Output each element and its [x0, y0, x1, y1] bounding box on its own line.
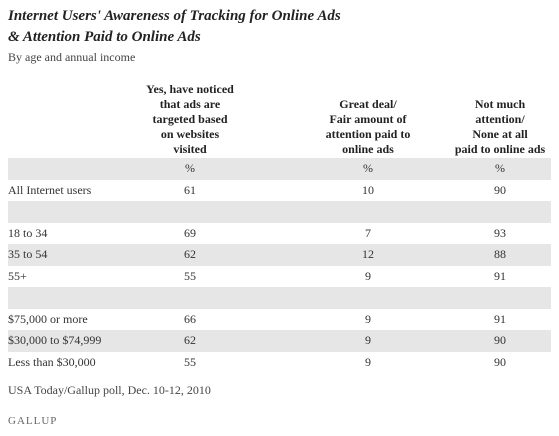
value: 61 [184, 182, 196, 197]
value: 91 [494, 311, 506, 326]
value: 88 [494, 247, 506, 261]
value: 62 [184, 247, 196, 261]
header-line: Yes, have noticed [146, 82, 234, 96]
header-line: Not much [474, 97, 526, 111]
header-line: visited [173, 142, 207, 156]
value: 10 [362, 182, 374, 197]
row-label: $30,000 to $74,999 [8, 333, 102, 347]
row-label: 18 to 34 [8, 225, 48, 240]
row-label: $75,000 or more [8, 311, 88, 326]
value: 7 [365, 225, 371, 240]
table-row: 18 to 34 69 7 93 [8, 223, 551, 245]
header-line: paid to online ads [454, 142, 546, 156]
value: 12 [362, 247, 374, 261]
row-label: Less than $30,000 [8, 354, 96, 369]
row-label: 35 to 54 [8, 247, 48, 261]
units-row: %%% [8, 158, 551, 180]
title-line: Internet Users' Awareness of Tracking fo… [8, 8, 341, 24]
value: 93 [494, 225, 506, 240]
header-line: online ads [342, 142, 394, 156]
value: 62 [184, 333, 196, 347]
column-header: Great deal/Fair amount of attention paid … [293, 97, 443, 157]
table-row: $30,000 to $74,999 62 9 90 [8, 330, 551, 352]
value: 69 [184, 225, 196, 240]
value: 55 [184, 354, 196, 369]
header-line: Great deal/ [339, 97, 397, 111]
value: 9 [365, 333, 371, 347]
unit: % [363, 161, 373, 175]
title: Internet Users' Awareness of Tracking fo… [8, 6, 341, 48]
value: 91 [494, 268, 506, 283]
table-row: $75,000 or more 66 9 91 [8, 309, 551, 331]
table-row: 35 to 54 62 12 88 [8, 244, 551, 266]
table-row: Less than $30,000 55 9 90 [8, 352, 551, 374]
value: 90 [494, 182, 506, 197]
header-line: None at all [472, 127, 528, 141]
spacer-row [8, 201, 551, 223]
value: 9 [365, 311, 371, 326]
value: 55 [184, 268, 196, 283]
subtitle: By age and annual income [8, 50, 136, 64]
table-row: All Internet users 61 10 90 [8, 180, 551, 202]
header-line: on websites [160, 127, 220, 141]
header-line: Fair amount of [329, 112, 407, 126]
header-line: targeted based [152, 112, 228, 126]
unit: % [495, 161, 505, 175]
source: USA Today/Gallup poll, Dec. 10-12, 2010 [8, 383, 211, 397]
column-header: Not much attention/None at all paid to onl… [435, 97, 559, 157]
row-label: 55+ [8, 268, 27, 283]
spacer-row [8, 287, 551, 309]
value: 9 [365, 354, 371, 369]
value: 9 [365, 268, 371, 283]
unit: % [185, 161, 195, 175]
table-row: 55+ 55 9 91 [8, 266, 551, 288]
column-header: Yes, have noticed that ads are targeted ba… [115, 82, 265, 157]
header-line: attention/ [475, 112, 525, 126]
value: 66 [184, 311, 196, 326]
header-line: that ads are [159, 97, 221, 111]
header-line: attention paid to [325, 127, 411, 141]
value: 90 [494, 354, 506, 369]
logo: GALLUP [8, 415, 58, 427]
title-line: & Attention Paid to Online Ads [8, 29, 201, 45]
row-label: All Internet users [8, 182, 92, 197]
value: 90 [494, 333, 506, 347]
